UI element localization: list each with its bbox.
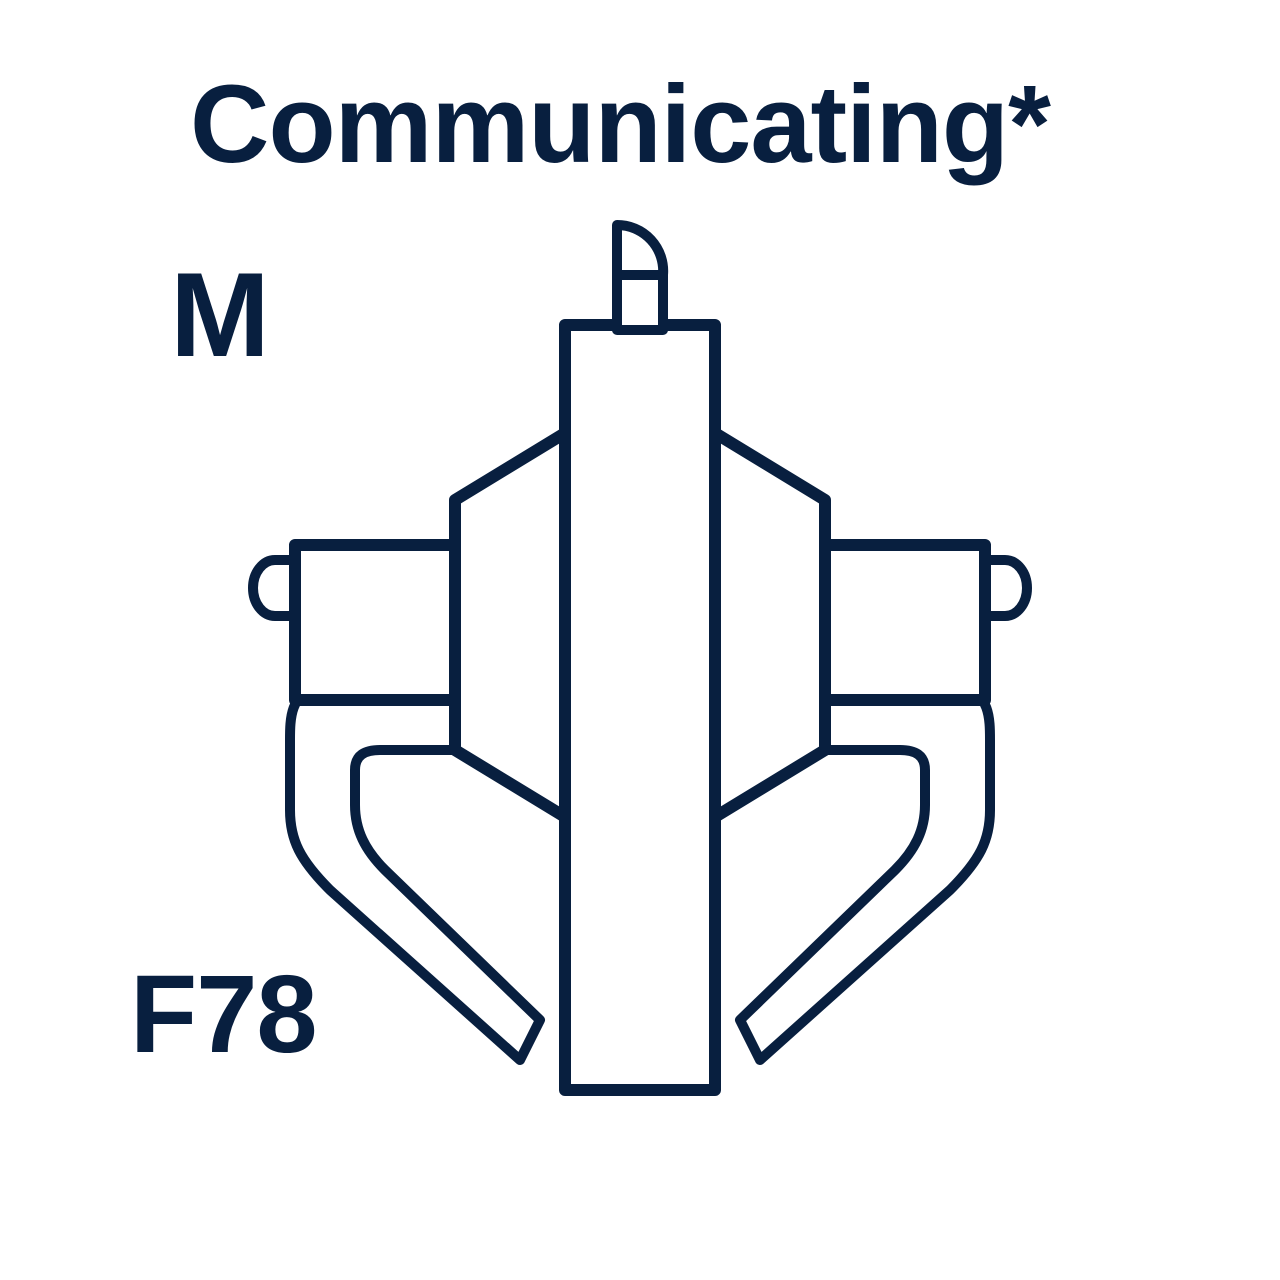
lock-diagram-svg — [0, 0, 1280, 1280]
right-collar-icon — [820, 545, 985, 700]
right-rose-plate-icon — [710, 430, 825, 820]
left-collar-icon — [295, 545, 460, 700]
turn-piece-icon — [617, 225, 663, 330]
latch-body-icon — [565, 325, 715, 1090]
diagram-stage: Communicating* M F78 — [0, 0, 1280, 1280]
left-rose-plate-icon — [455, 430, 570, 820]
